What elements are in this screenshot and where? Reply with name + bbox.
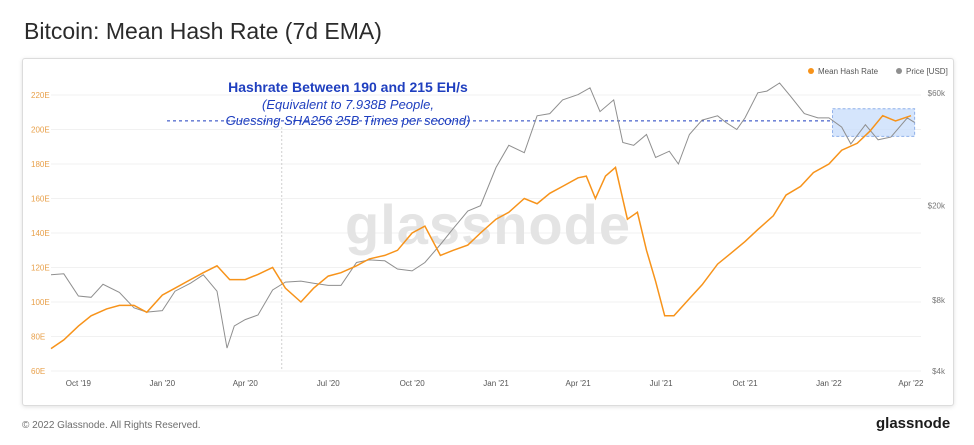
brand-logo: glassnode (876, 415, 951, 432)
legend: Mean Hash Rate Price [USD] (808, 67, 948, 76)
chart-panel: glassnode 60E 80E 100E 120E 140E 160E 180E 200E… (22, 58, 954, 406)
y-right-tick-label: $4k (932, 367, 946, 376)
page-title: Bitcoin: Mean Hash Rate (7d EMA) (24, 18, 382, 44)
legend-hash-swatch (808, 68, 814, 74)
y-left-tick-label: 200E (31, 126, 50, 135)
y-left-tick-label: 180E (31, 160, 50, 169)
grid-layer (51, 94, 921, 372)
x-tick-label: Apr '20 (233, 379, 259, 388)
annotation-line-2: (Equivalent to 7.938B People, (262, 97, 434, 112)
y-right-tick-label: $20k (928, 202, 946, 211)
annotation-title: Hashrate Between 190 and 215 EH/s (228, 79, 468, 95)
legend-price-swatch (896, 68, 902, 74)
y-left-tick-label: 220E (31, 91, 50, 100)
annotation-line-3: Guessing SHA256 25B Times per second) (226, 113, 471, 128)
legend-hash-label[interactable]: Mean Hash Rate (818, 67, 879, 76)
x-tick-label: Oct '21 (732, 379, 758, 388)
series-layer (50, 82, 915, 350)
highlight-band (832, 108, 916, 137)
price-series-line (50, 82, 915, 349)
copyright-text: © 2022 Glassnode. All Rights Reserved. (22, 420, 201, 431)
axis-layer: 60E 80E 100E 120E 140E 160E 180E 200E 220E $4k $8k… (31, 89, 946, 388)
y-left-tick-label: 60E (31, 367, 45, 376)
x-tick-label: Jan '21 (483, 379, 509, 388)
y-left-tick-label: 80E (31, 333, 45, 342)
hash-rate-series-line (50, 114, 912, 350)
x-tick-label: Jul '20 (317, 379, 340, 388)
y-left-tick-label: 160E (31, 195, 50, 204)
x-tick-label: Jan '22 (816, 379, 842, 388)
watermark: glassnode (345, 193, 631, 256)
x-tick-label: Oct '19 (66, 379, 92, 388)
annotation: Hashrate Between 190 and 215 EH/s (Equiv… (226, 79, 471, 128)
y-left-tick-label: 100E (31, 298, 50, 307)
highlight-layer (167, 108, 916, 137)
x-tick-label: Jul '21 (650, 379, 673, 388)
x-tick-label: Jan '20 (149, 379, 175, 388)
legend-price-label[interactable]: Price [USD] (906, 67, 948, 76)
x-tick-label: Oct '20 (400, 379, 426, 388)
x-tick-label: Apr '21 (566, 379, 592, 388)
y-left-tick-label: 140E (31, 229, 50, 238)
y-left-tick-label: 120E (31, 264, 50, 273)
hash-rate-chart: glassnode 60E 80E 100E 120E 140E 160E 180E 200E… (31, 67, 948, 388)
y-right-tick-label: $8k (932, 296, 946, 305)
y-right-tick-label: $60k (928, 89, 946, 98)
x-tick-label: Apr '22 (898, 379, 924, 388)
